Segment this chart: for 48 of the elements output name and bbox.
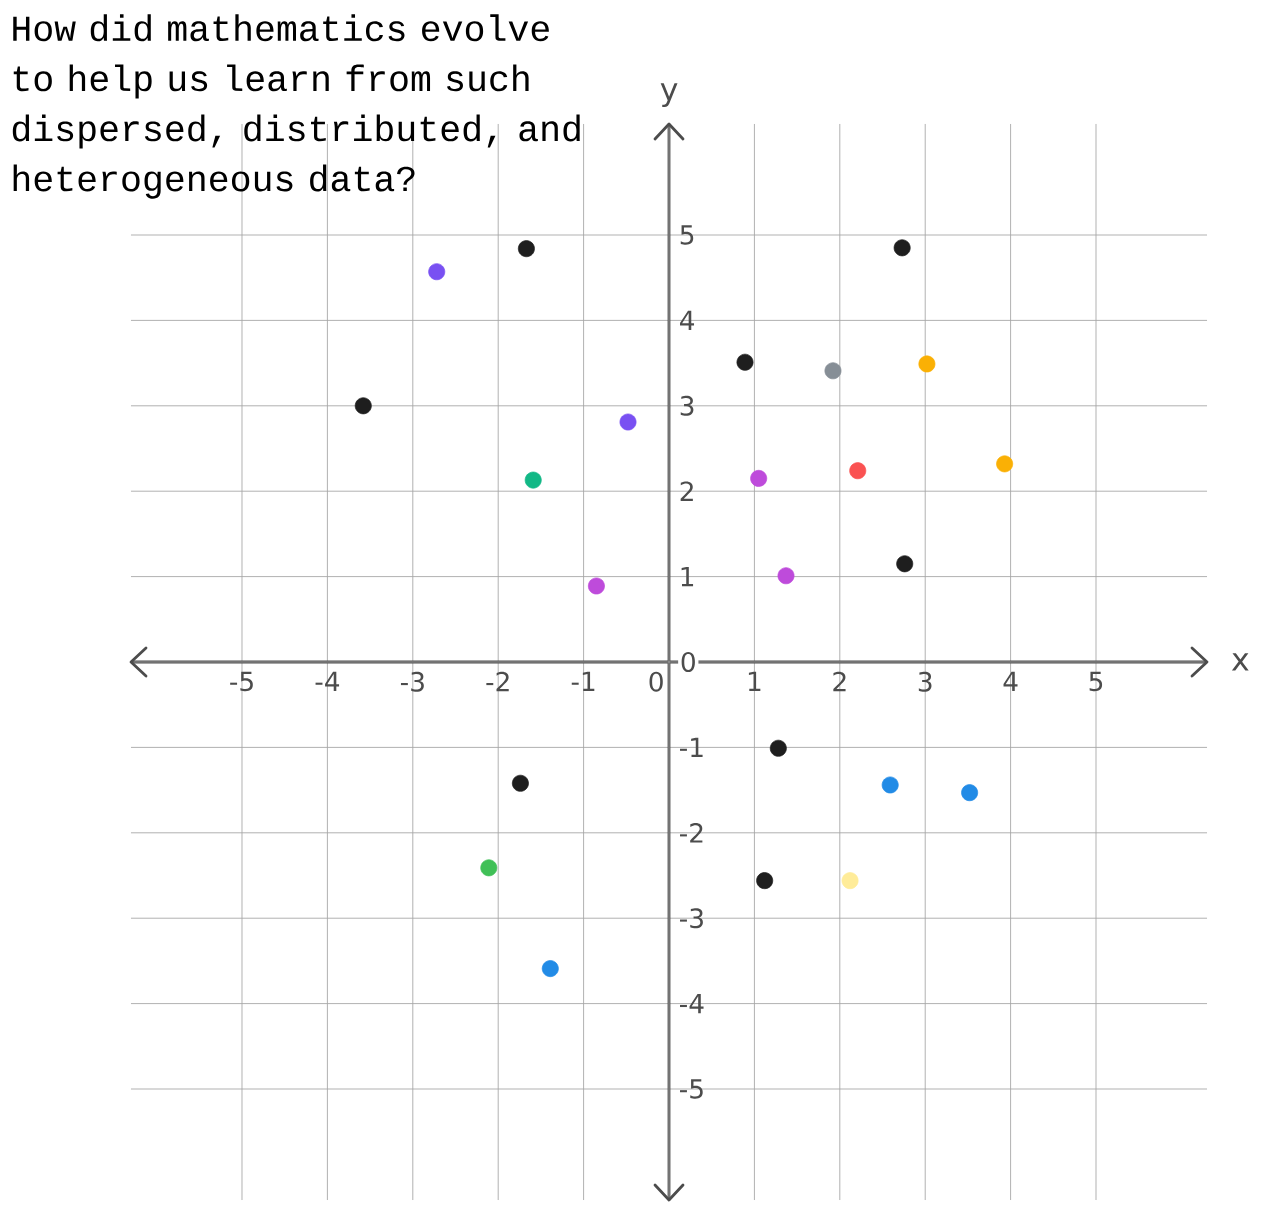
- point: [841, 872, 859, 890]
- y-tick-label: -3: [680, 908, 703, 929]
- x-tick-label: 4: [1003, 671, 1018, 691]
- y-tick-label: -4: [680, 994, 704, 1014]
- x-tick-label: 2: [833, 671, 846, 692]
- y-tick-label: 1: [681, 567, 694, 587]
- x-tick-label: 1: [748, 671, 761, 691]
- point: [896, 555, 914, 573]
- x-tick-label: -4: [315, 671, 340, 691]
- y-tick-label: -5: [680, 1079, 703, 1099]
- y-tick-label: -1: [680, 737, 703, 758]
- x-tick-label: -3: [400, 671, 424, 692]
- point: [849, 462, 867, 480]
- y-tick-label: 4: [680, 310, 695, 331]
- point: [756, 872, 774, 890]
- x-tick-label: 3: [918, 671, 932, 692]
- point: [619, 413, 637, 431]
- x-tick-label: -2: [486, 671, 509, 692]
- point: [541, 960, 559, 978]
- x-tick-label: 5: [1089, 671, 1103, 692]
- x-tick-label: -5: [230, 671, 253, 692]
- point: [480, 859, 498, 877]
- point: [524, 471, 542, 489]
- point: [517, 240, 535, 258]
- y-tick-label: 2: [680, 481, 693, 501]
- y-tick-label: 0: [681, 652, 695, 672]
- point: [996, 455, 1014, 473]
- point: [587, 577, 605, 595]
- point: [961, 784, 979, 802]
- point: [824, 362, 842, 380]
- y-axis-title: y: [660, 83, 678, 108]
- x-tick-label: -1: [571, 671, 595, 691]
- point: [918, 355, 936, 373]
- y-tick-label: -2: [680, 823, 703, 843]
- x-axis-title: x: [1231, 653, 1249, 671]
- point: [769, 739, 787, 757]
- point: [736, 353, 754, 371]
- point: [881, 776, 899, 794]
- point: [750, 469, 768, 487]
- point: [354, 397, 372, 415]
- point: [511, 774, 529, 792]
- point: [428, 263, 446, 281]
- y-tick-label: 5: [680, 225, 694, 245]
- point: [893, 239, 911, 257]
- y-tick-label: 3: [680, 395, 694, 416]
- x-tick-label: 0: [649, 671, 663, 692]
- point: [777, 567, 795, 585]
- chart-title: How did mathematics evolve to help us learn from such dispersed, distributed, and heterogeneous data?: [12, 14, 580, 199]
